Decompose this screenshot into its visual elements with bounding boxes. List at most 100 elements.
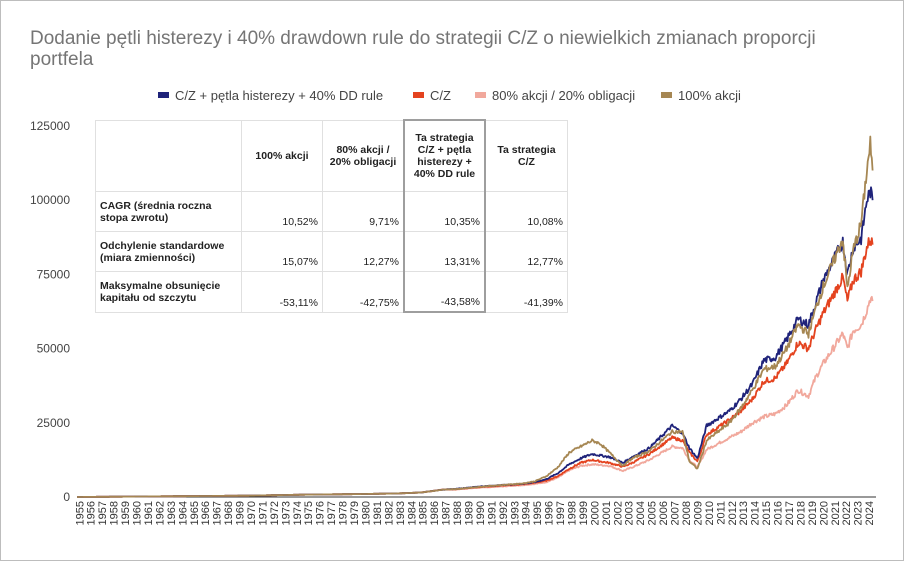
x-tick-label: 1965	[189, 501, 201, 525]
y-tick-label: 0	[63, 490, 70, 504]
y-tick-label: 100000	[30, 193, 70, 207]
stats-cell: 9,71%	[322, 191, 405, 232]
x-tick-label: 1958	[109, 501, 121, 525]
x-tick-label: 2017	[784, 501, 796, 525]
x-tick-label: 1962	[154, 501, 166, 525]
x-tick-label: 2006	[658, 501, 670, 525]
x-tick-label: 2009	[692, 501, 704, 525]
y-tick-label: 75000	[37, 267, 71, 281]
x-axis: 1955 1956 1957 1958 1959 1960 1961 1962 1963 1964…	[74, 496, 876, 525]
x-tick-label: 2008	[681, 501, 693, 525]
stats-cell: 12,77%	[484, 231, 568, 272]
x-tick-label: 2004	[635, 501, 647, 525]
x-tick-label: 1993	[509, 501, 521, 525]
stats-table-header-row: 100% akcji 80% akcji /20% obligacji Ta s…	[95, 119, 568, 192]
x-tick-label: 1961	[143, 501, 155, 525]
legend-swatch	[158, 92, 169, 98]
stats-row-label: Maksymalne obsunięcie kapitału od szczyt…	[95, 271, 242, 313]
x-tick-label: 1959	[120, 501, 132, 525]
x-tick-label: 1995	[532, 501, 544, 525]
legend-swatch	[475, 92, 486, 98]
x-tick-label: 2011	[715, 501, 727, 525]
x-tick-label: 1976	[315, 501, 327, 525]
x-tick-label: 2005	[647, 501, 659, 525]
stats-row-label: CAGR (średnia roczna stopa zwrotu)	[95, 191, 242, 232]
stats-cell: -53,11%	[241, 271, 323, 313]
stats-header-cz: Ta strategia C/Z	[484, 119, 568, 192]
x-tick-label: 1989	[463, 501, 475, 525]
stats-row-label: Odchylenie standardowe (miara zmienności…	[95, 231, 242, 272]
x-tick-label: 1956	[86, 501, 98, 525]
legend-label: 100% akcji	[678, 88, 741, 103]
legend-label: C/Z + pętla histerezy + 40% DD rule	[175, 88, 384, 103]
x-tick-label: 1999	[578, 501, 590, 525]
stats-header-100-stocks: 100% akcji	[241, 119, 323, 192]
stats-row-max-drawdown: Maksymalne obsunięcie kapitału od szczyt…	[95, 271, 568, 313]
x-tick-label: 1967	[212, 501, 224, 525]
x-tick-label: 2014	[750, 501, 762, 525]
stats-row-stdev: Odchylenie standardowe (miara zmienności…	[95, 231, 568, 272]
y-tick-label: 25000	[37, 416, 71, 430]
x-tick-label: 1982	[383, 501, 395, 525]
x-tick-label: 2002	[612, 501, 624, 525]
x-tick-label: 2013	[738, 501, 750, 525]
legend-swatch	[661, 92, 672, 98]
x-tick-label: 1987	[441, 501, 453, 525]
x-tick-label: 1981	[372, 501, 384, 525]
stats-cell: 10,35%	[403, 191, 486, 232]
stats-cell: 13,31%	[403, 231, 486, 272]
y-tick-label: 125000	[30, 119, 70, 133]
x-tick-label: 1988	[452, 501, 464, 525]
x-tick-label: 1979	[349, 501, 361, 525]
x-tick-label: 1990	[475, 501, 487, 525]
stats-cell: -42,75%	[322, 271, 405, 313]
stats-cell: 10,08%	[484, 191, 568, 232]
x-tick-label: 1960	[132, 501, 144, 525]
x-tick-label: 1963	[166, 501, 178, 525]
stats-cell: 12,27%	[322, 231, 405, 272]
x-tick-label: 1968	[223, 501, 235, 525]
x-tick-label: 2012	[727, 501, 739, 525]
stats-row-cagr: CAGR (średnia roczna stopa zwrotu) 10,52…	[95, 191, 568, 232]
x-tick-label: 2021	[830, 501, 842, 525]
x-tick-label: 1986	[429, 501, 441, 525]
x-tick-label: 2019	[807, 501, 819, 525]
x-tick-label: 1971	[257, 501, 269, 525]
x-tick-label: 1970	[246, 501, 258, 525]
series-line	[76, 135, 874, 498]
stats-header-80-20: 80% akcji /20% obligacji	[322, 119, 405, 192]
x-tick-label: 1985	[418, 501, 430, 525]
x-tick-label: 1998	[567, 501, 579, 525]
x-tick-label: 1980	[360, 501, 372, 525]
x-tick-label: 1966	[200, 501, 212, 525]
x-tick-label: 2016	[773, 501, 785, 525]
legend-swatch	[413, 92, 424, 98]
stats-cell: 10,52%	[241, 191, 323, 232]
x-tick-label: 2018	[795, 501, 807, 525]
x-tick-label: 2003	[624, 501, 636, 525]
x-tick-label: 2020	[818, 501, 830, 525]
x-tick-label: 1996	[544, 501, 556, 525]
x-tick-label: 2000	[589, 501, 601, 525]
x-tick-label: 2007	[670, 501, 682, 525]
x-tick-label: 1991	[486, 501, 498, 525]
x-tick-label: 1978	[338, 501, 350, 525]
x-tick-label: 1984	[406, 501, 418, 525]
stats-table: 100% akcji 80% akcji /20% obligacji Ta s…	[95, 119, 568, 313]
y-tick-label: 50000	[37, 342, 71, 356]
legend-label: 80% akcji / 20% obligacji	[492, 88, 636, 103]
x-tick-label: 2023	[853, 501, 865, 525]
stats-header-cz-hysteresis: Ta strategia C/Z + pętla histerezy +40% DD…	[403, 119, 486, 192]
x-tick-label: 1992	[498, 501, 510, 525]
x-tick-label: 2001	[601, 501, 613, 525]
chart-title: Dodanie pętli histerezy i 40% drawdown r…	[30, 28, 816, 70]
x-tick-label: 2015	[761, 501, 773, 525]
x-tick-label: 1969	[235, 501, 247, 525]
x-tick-label: 1975	[303, 501, 315, 525]
x-tick-label: 2022	[841, 501, 853, 525]
x-tick-label: 1994	[521, 501, 533, 525]
x-tick-label: 1977	[326, 501, 338, 525]
x-tick-label: 1997	[555, 501, 567, 525]
stats-cell: -41,39%	[484, 271, 568, 313]
